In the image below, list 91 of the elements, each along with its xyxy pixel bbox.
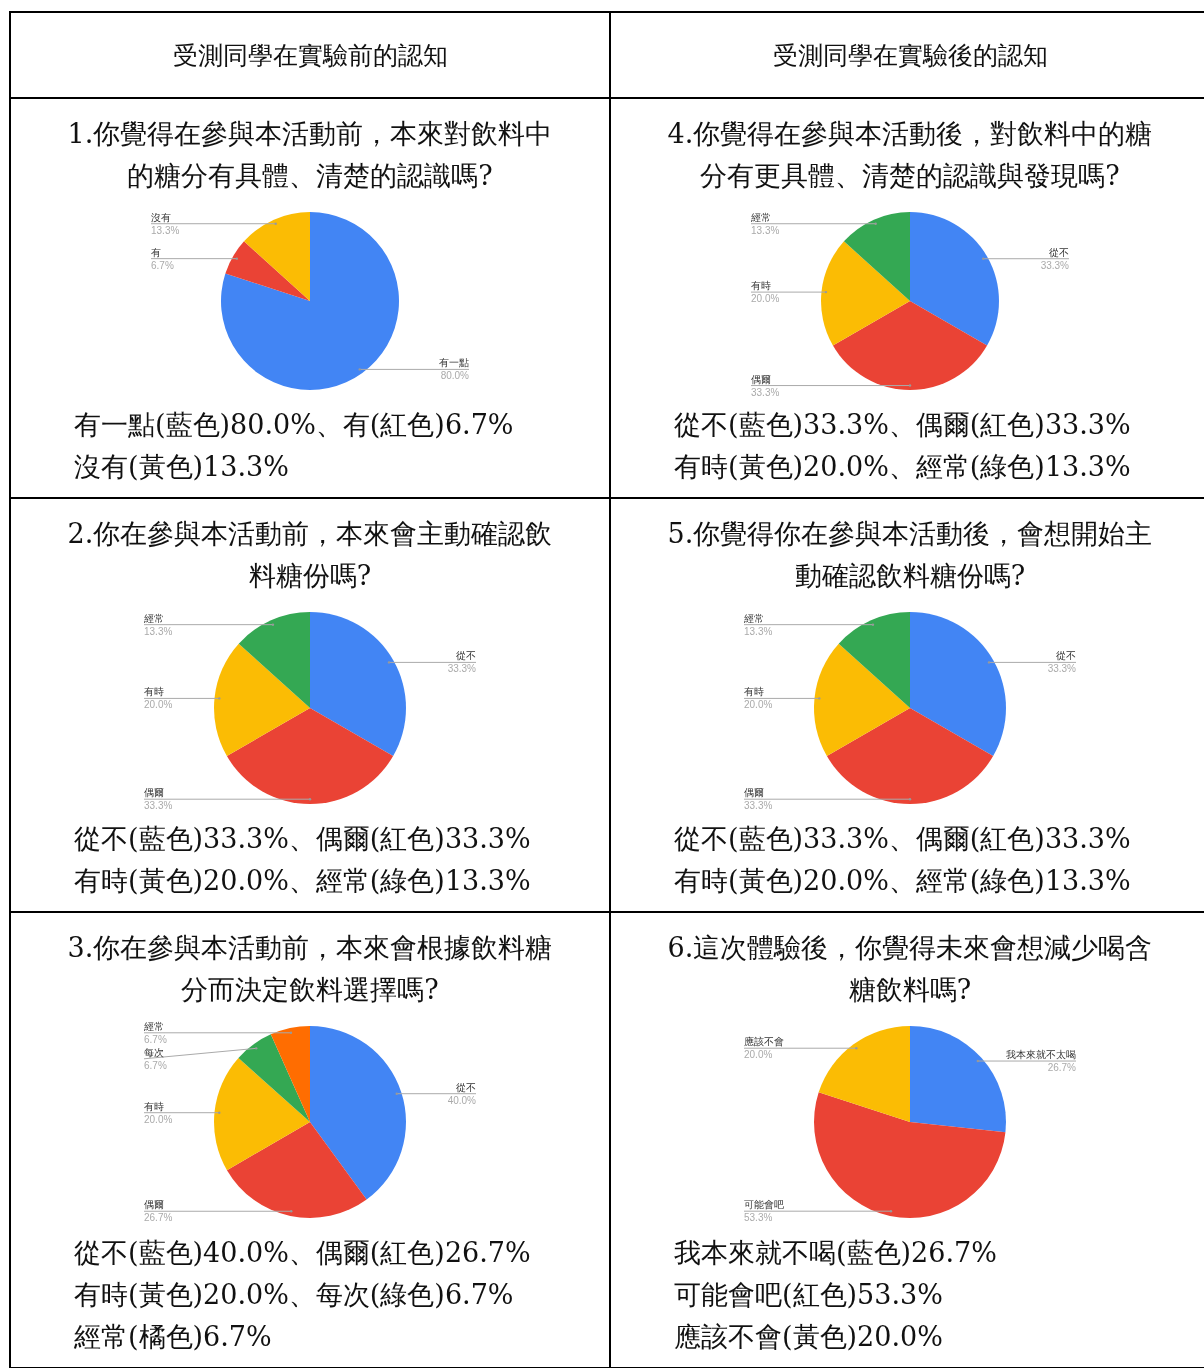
pie-slice	[821, 241, 910, 346]
slice-label: 有時	[744, 686, 764, 698]
slice-label: 應該不會	[744, 1036, 784, 1048]
slice-label: 從不	[456, 650, 476, 662]
data-label: 33.3%	[751, 386, 780, 398]
pie-slice	[214, 1058, 310, 1171]
data-label: 20.0%	[144, 699, 173, 711]
data-label: 33.3%	[744, 800, 773, 812]
data-label: 20.0%	[744, 1049, 773, 1061]
pie-slice	[843, 212, 910, 301]
data-label: 20.0%	[744, 699, 773, 711]
pie-slice	[243, 212, 310, 301]
chart-title: 4.你覺得在參與本活動後，對飲料中的糖分有更具體、清楚的認識與發現嗎?	[667, 118, 1153, 191]
text: 我本來就不喝(藍色)26.7%	[674, 1237, 997, 1268]
data-label: 13.3%	[151, 224, 180, 236]
slice-label: 從不	[456, 1081, 476, 1093]
text: 從不(藍色)33.3%、偶爾(紅色)33.3%	[74, 823, 531, 854]
pie-slice	[270, 1026, 310, 1122]
text: 從不(藍色)33.3%、偶爾(紅色)33.3%	[674, 823, 1131, 854]
data-label: 26.7%	[1047, 1062, 1077, 1074]
slice-label: 經常	[750, 211, 771, 223]
data-label: 13.3%	[751, 224, 780, 236]
data-label: 6.7%	[144, 1059, 167, 1071]
pie-slice	[832, 301, 988, 390]
data-label: 20.0%	[144, 1113, 173, 1125]
slice-label: 經常	[743, 612, 764, 624]
data-label: 40.0%	[447, 1094, 477, 1106]
pie-slice	[818, 1026, 910, 1122]
pie-slice	[826, 708, 994, 804]
slice-label: 沒有	[151, 211, 171, 223]
text: 有一點(藍色)80.0%、有(紅色)6.7%	[74, 409, 514, 440]
pie-slice	[214, 643, 310, 756]
data-label: 53.3%	[744, 1212, 773, 1224]
text: 有時(黃色)20.0%、經常(綠色)13.3%	[674, 451, 1131, 482]
chart-title: 5.你覺得你在參與本活動後，會想開始主動確認飲料糖份嗎?	[667, 518, 1153, 591]
slice-label: 每次	[144, 1046, 164, 1058]
data-label: 20.0%	[751, 293, 780, 305]
pie-slice	[226, 708, 394, 804]
data-label: 13.3%	[144, 625, 173, 637]
pie-slice	[814, 1092, 1006, 1218]
data-label: 80.0%	[440, 370, 470, 382]
pie-slice	[838, 612, 910, 708]
slice-label: 有時	[144, 686, 164, 698]
data-label: 26.7%	[144, 1212, 173, 1224]
slice-label: 有時	[144, 1100, 164, 1112]
pie-slice	[238, 612, 310, 708]
data-label: 33.3%	[1047, 663, 1077, 675]
data-label: 6.7%	[144, 1033, 167, 1045]
text: 受測同學在實驗前的認知	[172, 41, 448, 70]
data-label: 13.3%	[744, 625, 773, 637]
pie-slice	[310, 1026, 406, 1200]
slice-label: 從不	[1049, 246, 1069, 258]
slice-label: 偶爾	[144, 787, 164, 799]
slice-label: 有	[151, 246, 161, 258]
pie-slice	[226, 1122, 367, 1218]
chart-title: 3.你在參與本活動前，本來會根據飲料糖分而決定飲料選擇嗎?	[67, 932, 553, 1005]
text: 有時(黃色)20.0%、每次(綠色)6.7%	[74, 1279, 514, 1310]
text: 沒有(黃色)13.3%	[74, 451, 289, 482]
slice-label: 偶爾	[144, 1199, 164, 1211]
text: 應該不會(黃色)20.0%	[674, 1321, 943, 1352]
pie-slice	[238, 1034, 310, 1122]
pie-slice	[814, 643, 910, 756]
text: 有時(黃色)20.0%、經常(綠色)13.3%	[74, 865, 531, 896]
pie-slice	[910, 612, 1006, 756]
slice-label: 有時	[751, 280, 771, 292]
chart-title: 2.你在參與本活動前，本來會主動確認飲料糖份嗎?	[67, 518, 553, 591]
slice-label: 我本來就不太喝	[1006, 1049, 1076, 1061]
slice-label: 有一點	[439, 357, 469, 369]
text: 從不(藍色)33.3%、偶爾(紅色)33.3%	[674, 409, 1131, 440]
text: 有時(黃色)20.0%、經常(綠色)13.3%	[674, 865, 1131, 896]
slice-label: 從不	[1056, 650, 1076, 662]
slice-label: 可能會吧	[744, 1199, 784, 1211]
chart-title: 6.這次體驗後，你覺得未來會想減少喝含糖飲料嗎?	[667, 932, 1153, 1005]
pie-slice	[910, 212, 999, 346]
pie-slice	[910, 1026, 1006, 1133]
text: 經常(橘色)6.7%	[73, 1321, 272, 1352]
data-label: 33.3%	[144, 800, 173, 812]
pie-slice	[221, 212, 399, 390]
chart-title: 1.你覺得在參與本活動前，本來對飲料中的糖分有具體、清楚的認識嗎?	[67, 118, 553, 191]
slice-label: 經常	[143, 612, 164, 624]
text: 可能會吧(紅色)53.3%	[674, 1279, 943, 1310]
text: 從不(藍色)40.0%、偶爾(紅色)26.7%	[74, 1237, 531, 1268]
slice-label: 經常	[143, 1020, 164, 1032]
slice-label: 偶爾	[751, 373, 771, 385]
data-label: 33.3%	[447, 663, 477, 675]
data-label: 6.7%	[151, 259, 174, 271]
pie-slice	[225, 241, 310, 301]
pie-slice	[310, 612, 406, 756]
slice-label: 偶爾	[744, 787, 764, 799]
text: 受測同學在實驗後的認知	[772, 41, 1048, 70]
data-label: 33.3%	[1040, 259, 1070, 271]
